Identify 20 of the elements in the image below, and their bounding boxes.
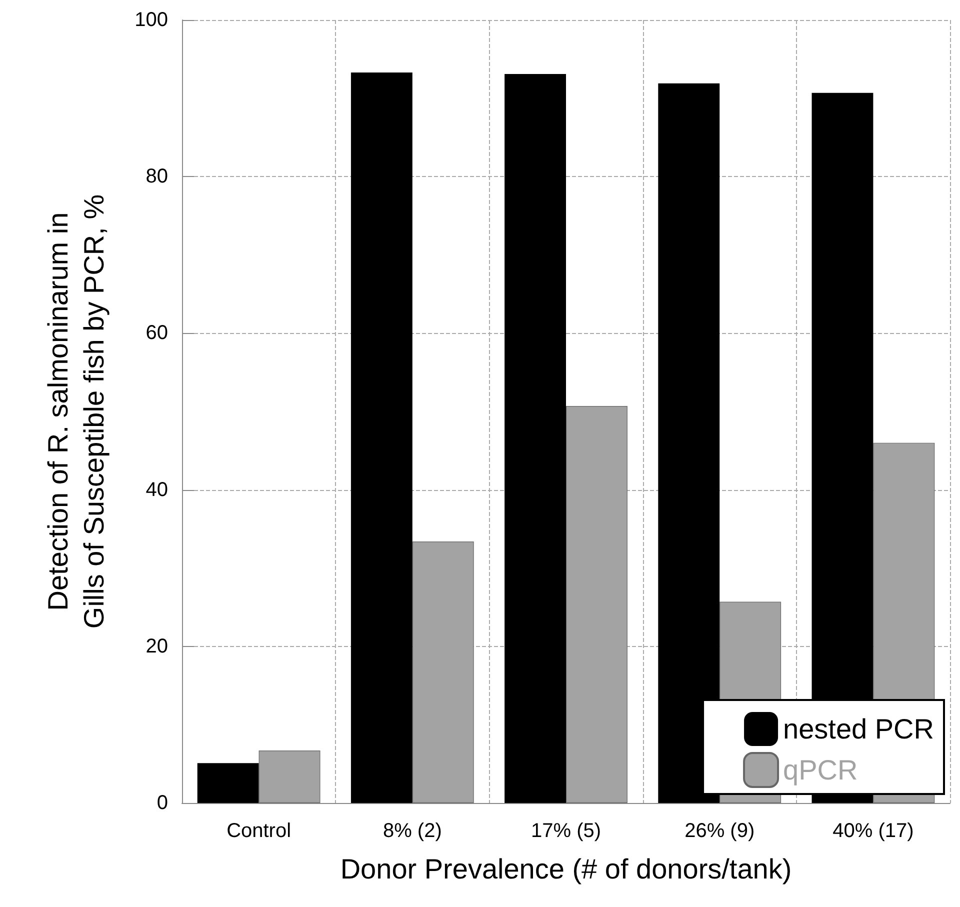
- bar: [350, 72, 412, 803]
- x-tick-label: 40% (17): [832, 820, 914, 842]
- y-axis-title: Detection of R. salmoninarum in Gills of Susceptible fish by PCR, %: [42, 194, 110, 629]
- y-tick-label: 80: [146, 166, 168, 188]
- y-tick-label: 60: [146, 322, 168, 344]
- x-tick-label: 8% (2): [382, 820, 442, 842]
- bar: [258, 750, 320, 803]
- bar: [504, 74, 566, 803]
- x-tick-label: Control: [226, 820, 292, 842]
- x-axis-title: Donor Prevalence (# of donors/tank): [340, 854, 792, 884]
- x-tick-label: 17% (5): [530, 820, 602, 842]
- legend-label: nested PCR: [783, 714, 934, 744]
- bar: [197, 763, 259, 803]
- bar: [412, 541, 474, 803]
- x-tick-label: 26% (9): [684, 820, 755, 842]
- y-tick-label: 40: [146, 478, 168, 501]
- legend-label: qPCR: [783, 754, 858, 786]
- y-tick-label: 0: [156, 792, 168, 814]
- y-tick-label: 100: [134, 9, 168, 31]
- y-tick-label: 20: [146, 635, 168, 658]
